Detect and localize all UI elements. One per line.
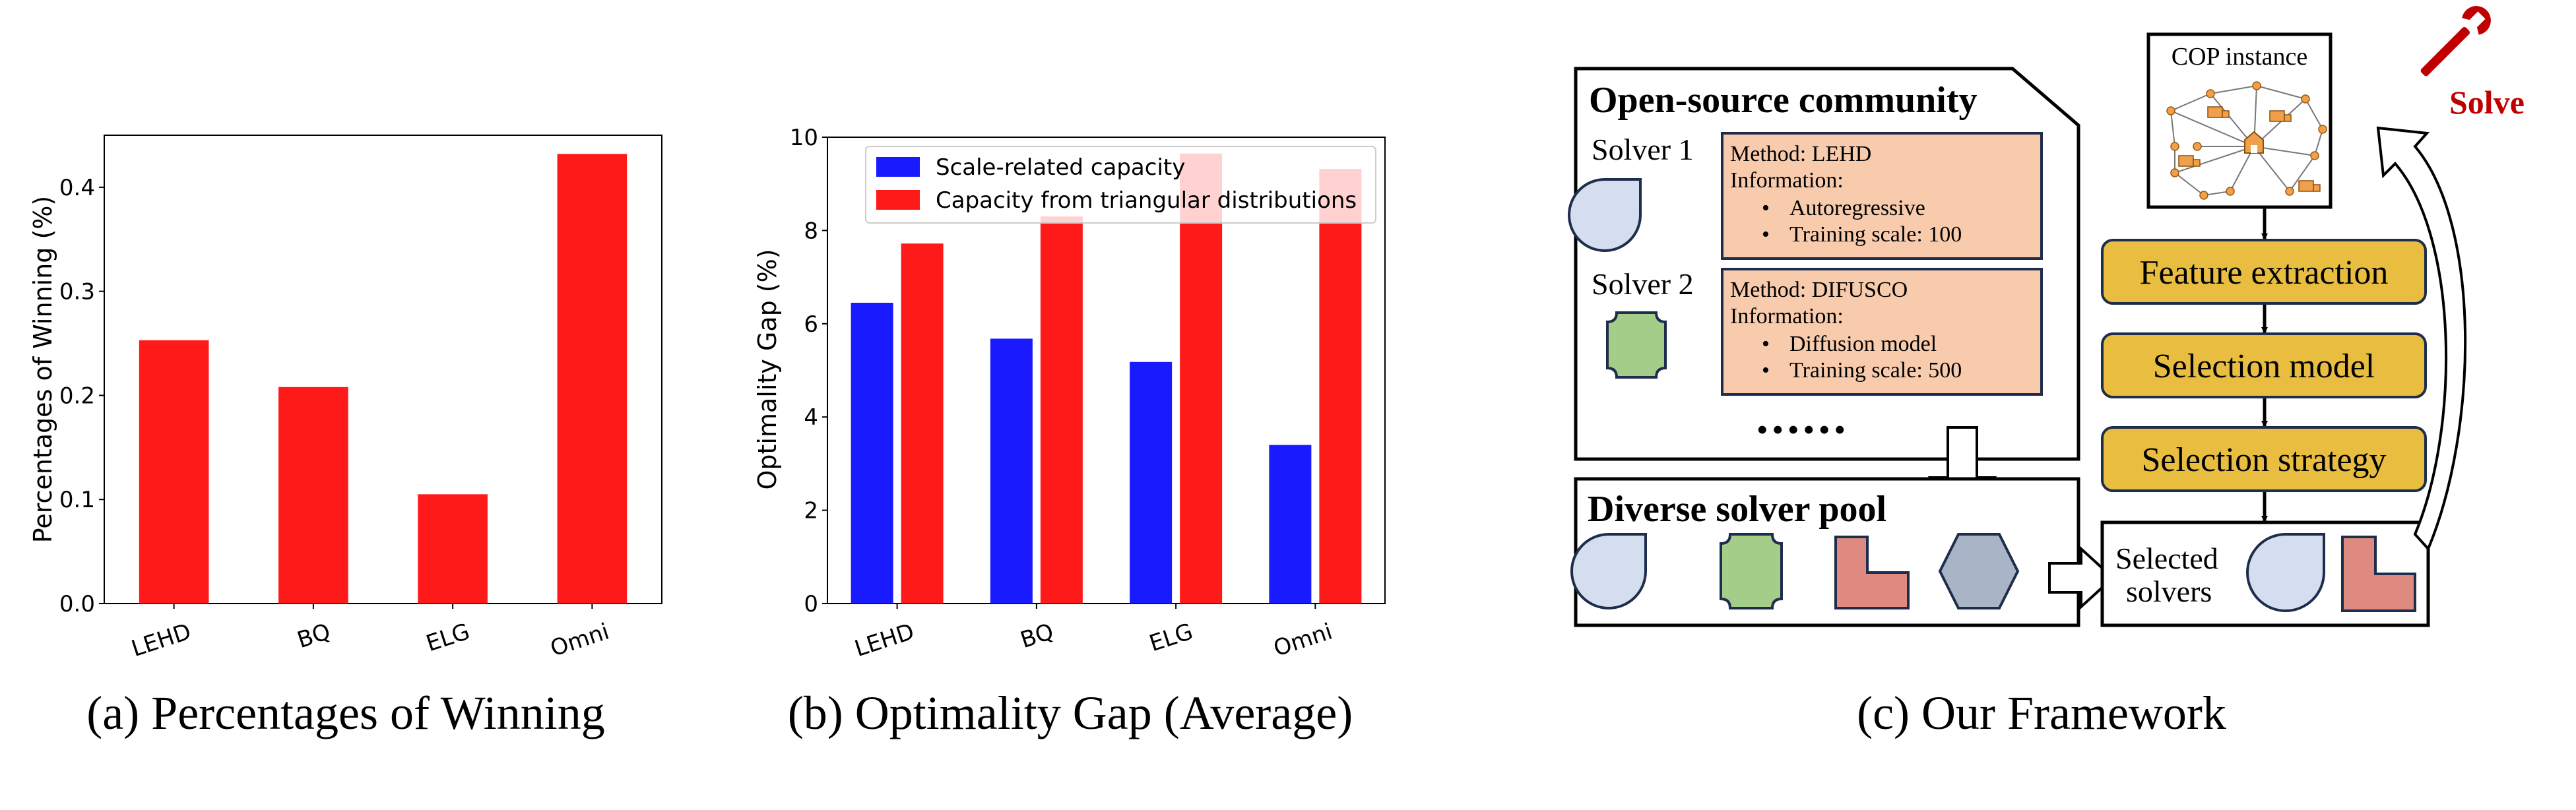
solver2-bullet-dot: • [1762,332,1770,356]
chart-b-bar-omni-series1 [1269,445,1312,604]
solver1-bullet-dot: • [1762,196,1770,220]
step-feature-extraction-label: Feature extraction [2140,254,2389,292]
chart-b-xtick-label: BQ [1017,619,1057,654]
chart-b-xtick-label: ELG [1146,619,1196,658]
chart-b-ytick-label: 0 [804,591,818,617]
chart-b-ytick-label: 8 [804,218,818,244]
chart-b-bar-bq-series1 [990,338,1033,604]
step-selection-model-label: Selection model [2153,348,2375,385]
chart-b-bar-bq-series2 [1040,216,1083,604]
solver-pool-title: Diverse solver pool [1588,489,1886,530]
chart-a-xtick-label: Omni [547,619,612,662]
chart-a-xtick-label: LEHD [128,619,194,663]
solver1-info: Information: [1730,168,1844,193]
cop-graph-nodes [2166,81,2327,200]
step-selection-strategy: Selection strategy [2101,426,2427,492]
chart-b-xtick-label: LEHD [851,619,917,663]
legend-swatch-triangular [876,190,920,210]
chart-a-ytick-label: 0.3 [59,279,95,305]
wrench-icon [2420,6,2491,77]
chart-a-bar-lehd [139,340,209,604]
solver1-info-box [1721,132,2043,260]
solver1-bullet-dot: • [1762,222,1770,247]
legend-label-triangular: Capacity from triangular distributions [936,187,1357,214]
chart-b-bar-elg-series1 [1130,361,1173,604]
community-title: Open-source community [1589,80,1978,121]
selected-solvers-label-line1: Selected [2115,542,2218,575]
pool-hexagon-icon [1938,533,2020,609]
chart-a-ytick-label: 0.0 [59,591,95,617]
chart-b-xtick-label: Omni [1270,619,1336,662]
framework-caption: (c) Our Framework [1857,687,2226,739]
legend-label-scale: Scale-related capacity [936,154,1185,181]
chart-a-bar-omni [557,154,628,604]
solver1-drop-icon [1568,178,1642,252]
right-hollow-arrow [2048,545,2115,610]
community-ellipsis: •••••• [1756,411,1850,448]
chart-a-bar-elg [418,494,488,604]
chart-a-plot-frame [104,135,662,604]
pool-drop-icon [1570,533,1647,609]
chart-b-plot-frame [827,137,1386,604]
step-feature-extraction: Feature extraction [2101,239,2427,305]
cop-depot-icon [2244,131,2264,154]
chart-a-ylabel: Percentages of Winning (%) [28,196,57,543]
cop-trucks-icon [2178,106,2321,192]
solver2-info: Information: [1730,304,1844,328]
chart-b-legend: Scale-related capacity Capacity from tri… [865,146,1376,224]
chart-b-ytick-label: 4 [804,404,818,431]
chart-a-xtick-label: ELG [423,619,473,658]
selected-lshape-icon [2341,536,2416,612]
chart-b-ytick-label: 10 [790,125,818,151]
solver2-bullet-1: Diffusion model [1789,332,1937,356]
solve-label: Solve [2449,84,2525,121]
chart-b-optimality-gap: 0 2 4 6 8 10 LEHD BQ ELG Omni Optimality Gap (%)… [753,125,1386,739]
solver1-method: Method: LEHD [1730,142,1871,166]
step-selection-strategy-label: Selection strategy [2141,441,2386,479]
solver2-bullet-2: Training scale: 500 [1789,358,1962,383]
chart-a-percentages-of-winning: 0.0 0.1 0.2 0.3 0.4 LEHD BQ ELG Omni Percentage… [28,135,662,739]
solver2-bullet-dot: • [1762,358,1770,383]
cop-instance-box [2146,32,2333,209]
selected-solvers-label-line2: solvers [2126,575,2212,608]
chart-b-ytick-label: 2 [804,498,818,524]
cop-instance-title: COP instance [2172,43,2308,71]
solver1-bullet-1: Autoregressive [1789,196,1925,220]
step-selection-model: Selection model [2101,332,2427,398]
pool-octagon-icon [1720,533,1783,609]
solver2-info-box [1721,268,2043,396]
solver1-bullet-2: Training scale: 100 [1789,222,1962,247]
community-box [1574,67,2080,461]
chart-a-ytick-label: 0.2 [59,383,95,409]
chart-a-xtick-label: BQ [294,619,334,654]
chart-b-ytick-label: 6 [804,311,818,338]
solver2-label: Solver 2 [1592,267,1694,301]
chart-b-ylabel: Optimality Gap (%) [753,249,782,489]
framework-diagram: Open-source community Solver 1 Method: L… [1568,6,2525,739]
chart-b-caption: (b) Optimality Gap (Average) [788,687,1353,739]
selected-drop-icon [2246,533,2325,612]
solver2-method: Method: DIFUSCO [1730,278,1908,302]
chart-a-ytick-label: 0.1 [59,487,95,513]
chart-a-ytick-label: 0.4 [59,175,95,201]
solve-curved-arrow [2376,126,2467,551]
chart-a-caption: (a) Percentages of Winning [86,687,605,739]
chart-b-bar-omni-series2 [1319,169,1362,604]
solver2-octagon-icon [1606,311,1667,379]
legend-swatch-scale [876,157,920,177]
chart-b-bar-elg-series2 [1180,153,1223,604]
chart-a-bar-bq [278,387,348,604]
solver1-label: Solver 1 [1592,133,1694,166]
pool-lshape-icon [1834,536,1910,609]
chart-b-bar-lehd-series1 [851,302,893,604]
chart-b-bar-lehd-series2 [901,243,944,604]
